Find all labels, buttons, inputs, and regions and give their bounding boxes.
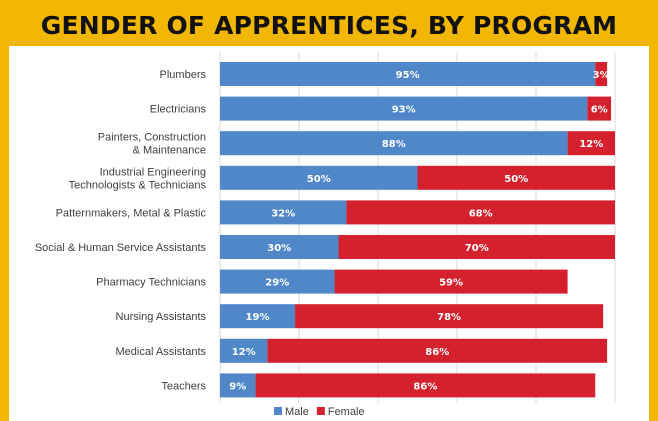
category-label: Plumbers [160, 69, 207, 81]
category-label: Industrial Engineering [100, 166, 206, 178]
data-label: 88% [382, 139, 406, 150]
bar-female [346, 200, 615, 225]
bar-male [220, 96, 588, 121]
category-label: & Maintenance [133, 145, 206, 157]
category-label: Electricians [150, 104, 207, 116]
bar-male [220, 165, 418, 190]
chart-title: GENDER OF APPRENTICES, BY PROGRAM [40, 10, 618, 40]
category-label: Pharmacy Technicians [96, 277, 206, 289]
data-label: 19% [246, 312, 270, 323]
data-label: 29% [265, 278, 289, 289]
bar-male [220, 131, 568, 156]
category-label: Social & Human Service Assistants [35, 242, 207, 254]
bar-female [595, 62, 608, 86]
legend-label-female: Female [328, 406, 365, 418]
data-label: 78% [437, 312, 461, 323]
data-label: 86% [425, 347, 449, 358]
bar-female [417, 165, 615, 190]
bar-female [255, 373, 596, 398]
data-label: 12% [579, 139, 603, 150]
legend-swatch-female [316, 407, 325, 415]
bar-male [220, 373, 256, 398]
bar-male [220, 235, 339, 259]
bar-female [295, 304, 604, 329]
bar-female [567, 131, 615, 156]
category-label: Painters, Construction [98, 132, 206, 144]
data-label: 32% [271, 208, 295, 219]
data-label: 3% [593, 70, 610, 81]
data-label: 12% [232, 347, 256, 358]
data-label: 9% [229, 381, 246, 392]
category-label: Technologists & Technicians [69, 179, 207, 191]
category-label: Patternmakers, Metal & Plastic [56, 207, 207, 219]
title-bar: GENDER OF APPRENTICES, BY PROGRAM [4, 0, 654, 46]
data-label: 70% [465, 243, 489, 254]
chart-panel: Plumbers 95% 3% Electricians 93% 6% Painters, … [9, 46, 649, 421]
bar-female [338, 235, 615, 259]
bar-chart: Plumbers 95% 3% Electricians 93% 6% Painters, … [35, 52, 616, 418]
bar-male [220, 62, 596, 86]
data-label: 6% [591, 105, 608, 116]
data-label: 30% [267, 243, 291, 254]
data-label: 95% [396, 70, 420, 81]
bar-male [220, 269, 335, 294]
data-label: 59% [439, 278, 463, 289]
data-label: 86% [413, 381, 437, 392]
data-label: 68% [469, 208, 493, 219]
category-label: Medical Assistants [116, 346, 207, 358]
bar-male [220, 200, 347, 225]
bar-female [334, 269, 568, 294]
category-label: Nursing Assistants [116, 311, 207, 323]
bar-female [267, 338, 608, 363]
legend-label-male: Male [285, 406, 309, 418]
bar-male [220, 338, 268, 363]
legend-swatch-male [274, 407, 282, 415]
category-label: Teachers [161, 380, 206, 392]
data-label: 93% [392, 105, 416, 116]
bar-male [220, 304, 296, 329]
bar-female [587, 96, 612, 121]
data-label: 50% [307, 174, 331, 185]
data-label: 50% [504, 174, 528, 185]
